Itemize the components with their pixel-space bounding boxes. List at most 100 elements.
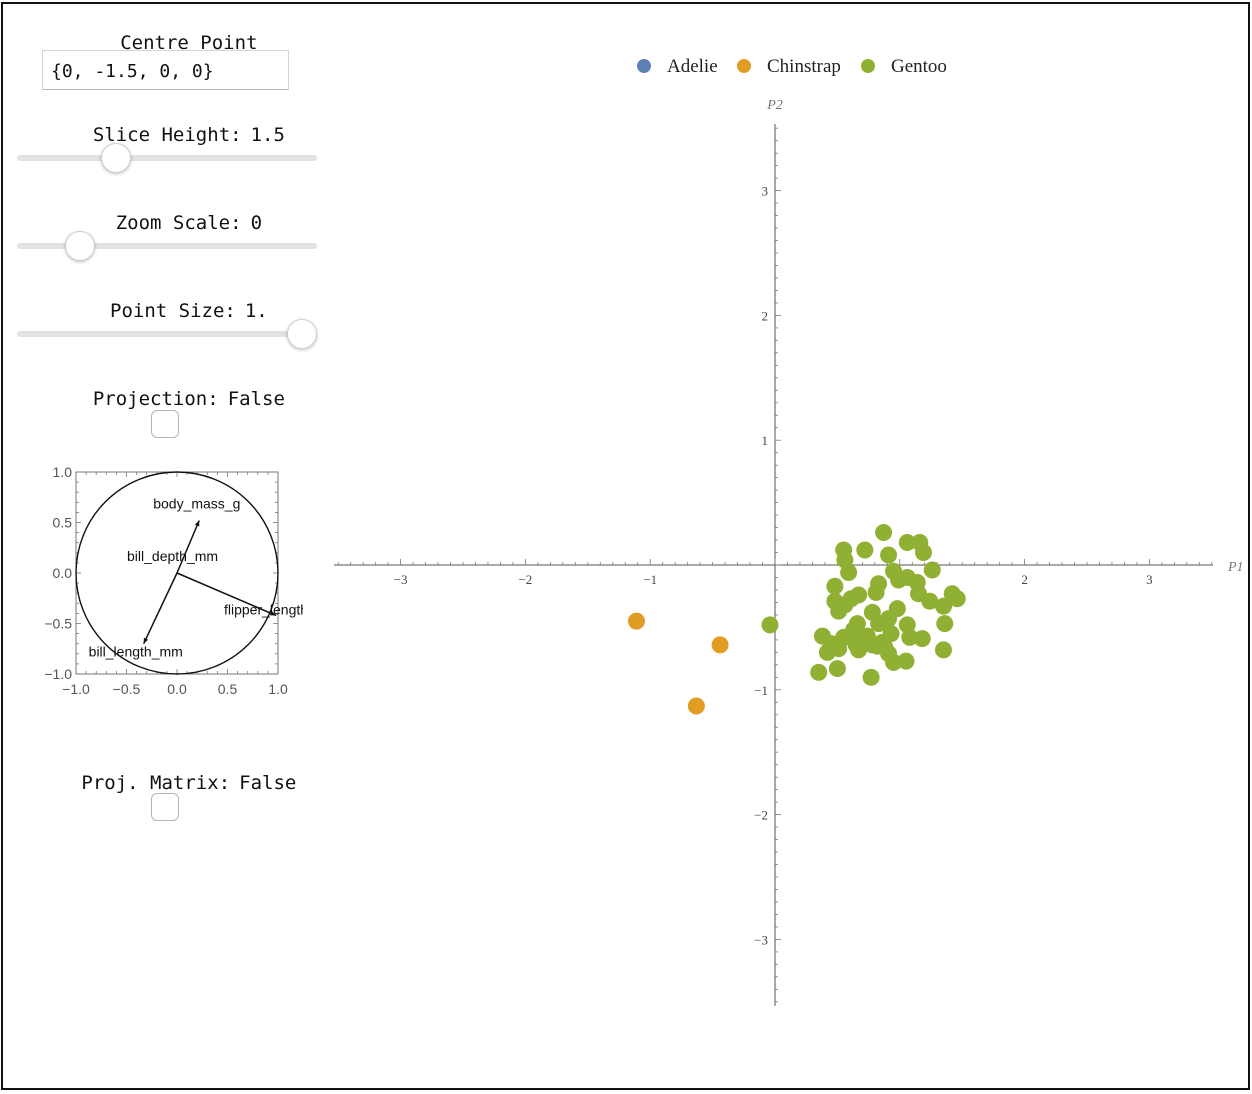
data-point-gentoo [856, 541, 874, 559]
biplot-vector-arrowhead [269, 611, 276, 616]
data-point-gentoo [921, 592, 939, 610]
biplot-vector-label: body_mass_g [153, 495, 240, 511]
biplot-x-tick-label: 1.0 [268, 681, 288, 697]
data-point-chinstrap [627, 612, 645, 630]
x-axis-label: P1 [1227, 560, 1243, 575]
biplot-x-tick-label: 0.0 [167, 681, 187, 697]
biplot-vector [142, 572, 178, 645]
biplot-y-tick-label: 0.5 [53, 515, 73, 531]
data-point-gentoo [842, 590, 860, 608]
data-point-gentoo [898, 534, 916, 552]
slice-height-label: Slice Height: 1.5 [3, 102, 329, 168]
data-point-gentoo [850, 641, 868, 659]
biplot-x-tick-label: 0.5 [218, 681, 238, 697]
data-point-gentoo [882, 625, 900, 643]
zoom-scale-label: Zoom Scale: 0 [3, 190, 329, 256]
legend-marker-adelie [637, 59, 651, 73]
biplot-vector-label: bill_depth_mm [127, 548, 218, 564]
y-tick-label: 1 [762, 433, 769, 448]
y-tick-label: −1 [754, 683, 768, 698]
data-point-gentoo [885, 653, 903, 671]
projection-checkbox[interactable] [151, 410, 179, 438]
point-size-slider[interactable] [17, 331, 317, 337]
x-tick-label: −3 [394, 572, 408, 587]
data-point-gentoo [810, 663, 828, 681]
data-point-gentoo [875, 524, 893, 542]
data-point-gentoo [826, 577, 844, 595]
y-axis-label: P2 [766, 98, 783, 113]
legend-label-chinstrap: Chinstrap [767, 56, 841, 77]
biplot-vector [176, 572, 277, 617]
biplot-vector-arrowhead [143, 637, 149, 644]
data-point-gentoo [936, 615, 954, 633]
biplot-unit-circle [75, 471, 279, 675]
slice-height-slider-thumb[interactable] [101, 143, 131, 173]
projection-label: Projection: False [3, 366, 329, 432]
biplot-vector-arrowhead [194, 520, 200, 527]
scatter-plot: −3−2−1123−3−2−1123P1P2AdelieChinstrapGen… [334, 56, 1243, 1006]
data-point-gentoo [830, 640, 848, 658]
data-point-chinstrap [711, 636, 729, 654]
data-point-gentoo [897, 652, 915, 670]
centre-point-label-text: Centre Point [120, 32, 258, 54]
data-point-gentoo [915, 544, 933, 562]
proj-matrix-value: False [239, 772, 297, 794]
biplot-y-tick-label: 0.0 [53, 565, 73, 581]
proj-matrix-label: Proj. Matrix: False [3, 750, 329, 816]
data-point-gentoo [761, 616, 779, 634]
biplot-x-tick-label: −0.5 [113, 681, 141, 697]
pca-loadings-biplot: −1.0 −0.5 0.0 0.5 1.0 1.0 0.5 0.0 −0.5 −1.0 body_m… [44, 464, 303, 697]
proj-matrix-checkbox[interactable] [151, 793, 179, 821]
zoom-scale-slider[interactable] [17, 243, 317, 249]
data-point-gentoo [862, 668, 880, 686]
slice-height-value: 1.5 [250, 124, 285, 146]
x-tick-label: −2 [518, 572, 532, 587]
biplot-x-tick-label: −1.0 [62, 681, 90, 697]
data-point-gentoo [876, 638, 894, 656]
y-tick-label: −3 [754, 932, 768, 947]
data-point-gentoo [836, 551, 854, 569]
data-point-chinstrap [687, 697, 705, 715]
slice-height-label-text: Slice Height: [92, 124, 242, 146]
biplot-vector-label: flipper_length_mm [224, 601, 303, 617]
x-tick-label: 3 [1146, 572, 1153, 587]
point-size-value: 1. [244, 300, 268, 322]
data-point-gentoo [888, 600, 906, 618]
legend-label-gentoo: Gentoo [891, 56, 947, 77]
point-size-slider-thumb[interactable] [287, 319, 317, 349]
zoom-scale-slider-thumb[interactable] [65, 231, 95, 261]
y-tick-label: 2 [762, 308, 769, 323]
x-tick-label: 2 [1021, 572, 1028, 587]
slice-height-slider[interactable] [17, 155, 317, 161]
point-size-label: Point Size: 1. [3, 278, 329, 344]
zoom-scale-value: 0 [250, 212, 263, 234]
data-point-gentoo [901, 628, 919, 646]
data-point-gentoo [934, 597, 952, 615]
data-point-gentoo [870, 575, 888, 593]
biplot-y-tick-label: −0.5 [44, 616, 72, 632]
centre-point-input[interactable]: {0, -1.5, 0, 0} [42, 50, 289, 90]
projection-label-text: Projection: [92, 388, 219, 410]
data-point-gentoo [913, 630, 931, 648]
biplot-vector-label: bill_length_mm [89, 644, 183, 660]
y-tick-label: −2 [754, 808, 768, 823]
legend-marker-gentoo [861, 59, 875, 73]
data-point-gentoo [948, 590, 966, 608]
zoom-scale-label-text: Zoom Scale: [115, 212, 242, 234]
projection-value: False [227, 388, 285, 410]
legend-label-adelie: Adelie [667, 56, 718, 77]
legend-marker-chinstrap [737, 59, 751, 73]
biplot-y-tick-label: 1.0 [53, 464, 73, 480]
y-tick-label: 3 [762, 184, 769, 199]
biplot-y-tick-label: −1.0 [44, 666, 72, 682]
data-point-gentoo [880, 546, 898, 564]
centre-point-label: Centre Point [3, 10, 329, 76]
point-size-label-text: Point Size: [110, 300, 236, 322]
x-tick-label: −1 [643, 572, 657, 587]
data-point-gentoo [828, 660, 846, 678]
data-point-gentoo [934, 641, 952, 659]
data-point-gentoo [923, 561, 941, 579]
biplot-vector [176, 520, 200, 574]
proj-matrix-label-text: Proj. Matrix: [81, 772, 231, 794]
